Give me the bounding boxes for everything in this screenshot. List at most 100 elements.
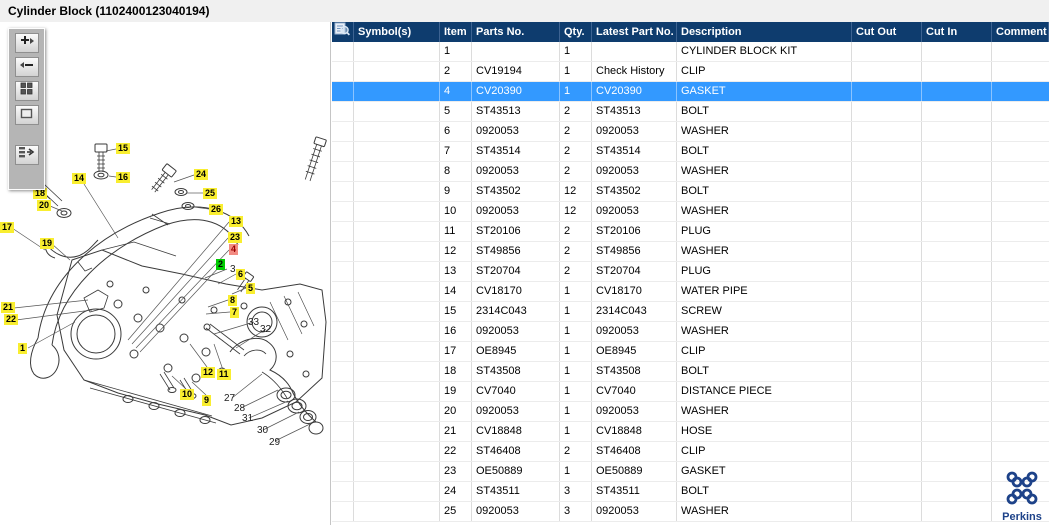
- table-row[interactable]: 19 CV7040 1 CV7040 DISTANCE PIECE: [332, 382, 1049, 402]
- table-row[interactable]: 22 ST46408 2 ST46408 CLIP: [332, 442, 1049, 462]
- diagram-callout-10[interactable]: 10: [180, 389, 195, 400]
- diagram-callout-17[interactable]: 17: [0, 222, 15, 233]
- zoom-in-button[interactable]: [14, 33, 39, 53]
- table-row[interactable]: 21 CV18848 1 CV18848 HOSE: [332, 422, 1049, 442]
- table-row[interactable]: 13 ST20704 2 ST20704 PLUG: [332, 262, 1049, 282]
- cell-select: [332, 322, 354, 341]
- diagram-callout-33[interactable]: 33: [248, 317, 260, 328]
- table-row[interactable]: 25 0920053 3 0920053 WASHER: [332, 502, 1049, 522]
- cell-symbols: [354, 242, 440, 261]
- cell-qty: 2: [560, 242, 592, 261]
- table-row[interactable]: 18 ST43508 1 ST43508 BOLT: [332, 362, 1049, 382]
- table-row[interactable]: 2 CV19194 1 Check History CLIP: [332, 62, 1049, 82]
- cell-symbols: [354, 102, 440, 121]
- diagram-callout-9[interactable]: 9: [202, 395, 212, 406]
- diagram-callout-18[interactable]: 18: [33, 188, 48, 199]
- table-row[interactable]: 6 0920053 2 0920053 WASHER: [332, 122, 1049, 142]
- diagram-callout-28[interactable]: 28: [234, 403, 246, 414]
- cell-cut_in: [922, 322, 992, 341]
- diagram-callout-6[interactable]: 6: [236, 269, 246, 280]
- cell-cut_out: [852, 342, 922, 361]
- cell-parts_no: OE50889: [472, 462, 560, 481]
- diagram-callout-11[interactable]: 11: [217, 369, 231, 380]
- tile-view-button[interactable]: [14, 81, 39, 101]
- diagram-callout-16[interactable]: 16: [116, 172, 131, 183]
- table-row[interactable]: 15 2314C043 1 2314C043 SCREW: [332, 302, 1049, 322]
- table-row[interactable]: 4 CV20390 1 CV20390 GASKET: [332, 82, 1049, 102]
- zoom-out-button[interactable]: [14, 57, 39, 77]
- diagram-callout-4[interactable]: 4: [229, 244, 239, 255]
- diagram-callout-13[interactable]: 13: [229, 216, 244, 227]
- table-row[interactable]: 23 OE50889 1 OE50889 GASKET: [332, 462, 1049, 482]
- cell-qty: 1: [560, 362, 592, 381]
- diagram-callout-23[interactable]: 23: [228, 232, 243, 243]
- table-row[interactable]: 12 ST49856 2 ST49856 WASHER: [332, 242, 1049, 262]
- cell-comment: [992, 122, 1049, 141]
- diagram-callout-25[interactable]: 25: [203, 188, 218, 199]
- diagram-callout-8[interactable]: 8: [228, 295, 238, 306]
- diagram-callout-5[interactable]: 5: [246, 283, 256, 294]
- col-header-select[interactable]: [332, 22, 354, 42]
- diagram-callout-15[interactable]: 15: [116, 143, 131, 154]
- cell-parts_no: ST43513: [472, 102, 560, 121]
- cell-cut_in: [922, 402, 992, 421]
- cell-qty: 1: [560, 422, 592, 441]
- diagram-callout-22[interactable]: 22: [4, 314, 19, 325]
- cell-latest_part_no: CV7040: [592, 382, 677, 401]
- fit-view-button[interactable]: [14, 105, 39, 125]
- page-title: Cylinder Block (1102400123040194): [0, 0, 1049, 22]
- diagram-callout-7[interactable]: 7: [230, 307, 240, 318]
- diagram-callout-27[interactable]: 27: [224, 393, 236, 404]
- table-row[interactable]: 24 ST43511 3 ST43511 BOLT: [332, 482, 1049, 502]
- cell-description: CLIP: [677, 342, 852, 361]
- cell-cut_in: [922, 262, 992, 281]
- table-row[interactable]: 11 ST20106 2 ST20106 PLUG: [332, 222, 1049, 242]
- cell-parts_no: 0920053: [472, 322, 560, 341]
- cell-parts_no: ST43502: [472, 182, 560, 201]
- table-row[interactable]: 16 0920053 1 0920053 WASHER: [332, 322, 1049, 342]
- cell-cut_out: [852, 102, 922, 121]
- table-row[interactable]: 17 OE8945 1 OE8945 CLIP: [332, 342, 1049, 362]
- cell-latest_part_no: 0920053: [592, 322, 677, 341]
- diagram-callout-31[interactable]: 31: [242, 413, 254, 424]
- diagram-panel: 15 16 14 18 20 17 19 24 25 26 13 23 4 2 3 6 5 8 7 21 22 1 33 32…: [0, 22, 331, 525]
- cell-description: PLUG: [677, 262, 852, 281]
- cell-symbols: [354, 162, 440, 181]
- table-row[interactable]: 1 1 CYLINDER BLOCK KIT: [332, 42, 1049, 62]
- cell-cut_in: [922, 302, 992, 321]
- diagram-callout-24[interactable]: 24: [194, 169, 209, 180]
- diagram-callout-12[interactable]: 12: [201, 367, 216, 378]
- cell-latest_part_no: ST43511: [592, 482, 677, 501]
- diagram-callout-26[interactable]: 26: [209, 204, 224, 215]
- part-list-button[interactable]: [14, 145, 39, 165]
- cell-item: 15: [440, 302, 472, 321]
- diagram-callout-30[interactable]: 30: [257, 425, 269, 436]
- diagram-callout-19[interactable]: 19: [40, 238, 55, 249]
- cell-qty: 12: [560, 202, 592, 221]
- diagram-callout-3[interactable]: 3: [230, 264, 236, 275]
- table-row[interactable]: 20 0920053 1 0920053 WASHER: [332, 402, 1049, 422]
- diagram-callout-1[interactable]: 1: [18, 343, 28, 354]
- cell-parts_no: 0920053: [472, 502, 560, 521]
- table-row[interactable]: 7 ST43514 2 ST43514 BOLT: [332, 142, 1049, 162]
- cell-select: [332, 462, 354, 481]
- diagram-callout-2[interactable]: 2: [216, 259, 226, 270]
- cell-symbols: [354, 82, 440, 101]
- cell-select: [332, 222, 354, 241]
- diagram-callout-20[interactable]: 20: [37, 200, 52, 211]
- diagram-callout-14[interactable]: 14: [72, 173, 87, 184]
- diagram-callout-21[interactable]: 21: [1, 302, 16, 313]
- cell-symbols: [354, 302, 440, 321]
- cell-description: BOLT: [677, 142, 852, 161]
- table-row[interactable]: 9 ST43502 12 ST43502 BOLT: [332, 182, 1049, 202]
- diagram-callout-29[interactable]: 29: [269, 437, 281, 448]
- table-search-icon: [334, 22, 351, 39]
- table-row[interactable]: 5 ST43513 2 ST43513 BOLT: [332, 102, 1049, 122]
- diagram-callout-32[interactable]: 32: [260, 324, 272, 335]
- table-row[interactable]: 10 0920053 12 0920053 WASHER: [332, 202, 1049, 222]
- table-row[interactable]: 14 CV18170 1 CV18170 WATER PIPE: [332, 282, 1049, 302]
- col-header-symbols: Symbol(s): [354, 22, 440, 42]
- cell-description: BOLT: [677, 182, 852, 201]
- table-row[interactable]: 8 0920053 2 0920053 WASHER: [332, 162, 1049, 182]
- cell-cut_in: [922, 462, 992, 481]
